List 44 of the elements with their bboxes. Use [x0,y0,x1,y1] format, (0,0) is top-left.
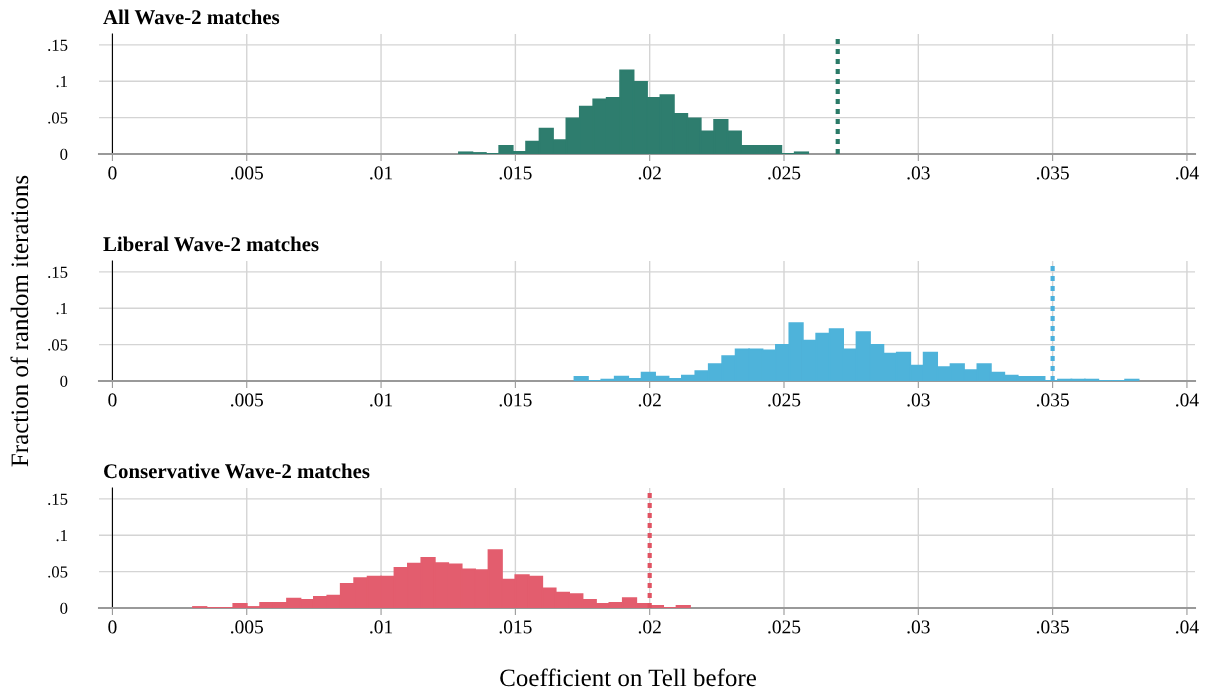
x-tick-label: .015 [499,393,532,407]
y-tick-label: .1 [56,76,67,88]
x-tick-label: .025 [768,166,801,180]
x-tick-label: .035 [1036,620,1069,634]
x-tick-label: .03 [907,620,930,634]
x-tick-label: .005 [231,393,263,407]
chart-title: All Wave-2 matches [103,9,280,25]
x-tick-label: .015 [499,166,532,180]
chart-title: Conservative Wave-2 matches [104,463,370,479]
x-tick-label: 0 [108,166,117,180]
x-tick-label: .015 [499,620,532,634]
x-tick-label: .025 [768,620,801,634]
x-tick-label: .02 [638,166,661,180]
x-tick-label: .005 [231,166,263,180]
y-tick-label: .05 [48,339,68,351]
y-tick-label: .15 [48,493,68,505]
x-tick-label: .025 [768,393,801,407]
x-tick-label: .03 [907,393,930,407]
x-tick-label: .035 [1036,393,1069,407]
x-tick-label: .005 [231,620,263,634]
y-tick-label: 0 [60,375,68,387]
x-tick-label: .035 [1036,166,1069,180]
y-tick-label: 0 [60,602,68,614]
x-tick-label: 0 [108,393,117,407]
x-tick-label: .04 [1176,166,1199,180]
y-tick-label: .05 [48,566,68,578]
chart-title: Liberal Wave-2 matches [103,236,319,252]
y-tick-label: .15 [48,266,68,278]
y-tick-label: .1 [56,303,67,315]
y-tick-label: .05 [48,112,68,124]
x-tick-label: .02 [638,620,661,634]
y-tick-label: 0 [60,148,68,160]
y-axis-title: Fraction of random iterations [10,175,29,467]
x-tick-label: .04 [1176,393,1199,407]
x-tick-label: 0 [108,620,117,634]
x-tick-label: .01 [370,620,393,634]
x-axis-title: Coefficient on Tell before [500,668,756,687]
x-tick-label: .03 [907,166,930,180]
y-tick-label: .1 [56,530,67,542]
x-tick-label: .01 [370,393,393,407]
y-tick-label: .15 [48,39,68,51]
x-tick-label: .02 [638,393,661,407]
x-tick-label: .04 [1176,620,1199,634]
x-tick-label: .01 [370,166,393,180]
